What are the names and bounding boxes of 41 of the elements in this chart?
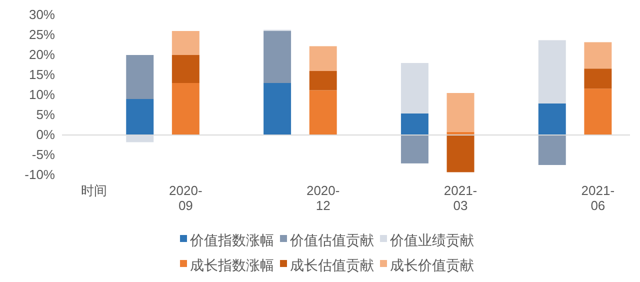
bar: [400, 63, 428, 114]
y-tick-label: 30%: [28, 7, 56, 22]
legend-label: 价值估值贡献: [289, 232, 374, 249]
y-tick-label: 25%: [28, 27, 56, 42]
bar: [172, 83, 200, 135]
bar: [584, 68, 612, 89]
bar: [264, 31, 292, 83]
bar: [264, 83, 292, 135]
bar: [126, 55, 154, 99]
y-tick-label: -5%: [32, 147, 56, 162]
bar: [584, 88, 612, 135]
bar: [309, 71, 337, 90]
bar: [172, 31, 200, 55]
bar: [538, 103, 566, 135]
x-tick-label: 2021-06: [581, 183, 615, 213]
x-tick-label: 时间: [81, 183, 108, 198]
x-tick-label: 2020-09: [169, 183, 202, 213]
bar: [126, 99, 154, 135]
y-tick-label: 5%: [36, 107, 56, 122]
y-tick-label: -10%: [24, 167, 56, 182]
legend-label: 成长估值贡献: [290, 258, 374, 274]
y-tick-label: 10%: [28, 87, 56, 102]
bar: [172, 55, 200, 83]
bar: [309, 90, 337, 135]
bar: [446, 93, 474, 132]
y-tick-label: 0%: [36, 127, 56, 142]
bar: [538, 40, 566, 104]
legend-label: 成长价值贡献: [390, 258, 474, 274]
bar: [446, 135, 474, 172]
bar: [538, 135, 566, 165]
bar: [400, 135, 428, 164]
bar: [584, 42, 612, 69]
legend-label: 成长指数涨幅: [190, 258, 274, 274]
bar: [400, 113, 428, 135]
legend-label: 价值业绩贡献: [389, 232, 474, 249]
x-tick-label: 2021-03: [444, 183, 478, 213]
bar: [309, 46, 337, 71]
x-tick-label: 2020-12: [306, 183, 340, 213]
y-tick-label: 15%: [28, 67, 56, 82]
y-tick-label: 20%: [28, 47, 56, 62]
legend-label: 价值指数涨幅: [189, 232, 274, 249]
